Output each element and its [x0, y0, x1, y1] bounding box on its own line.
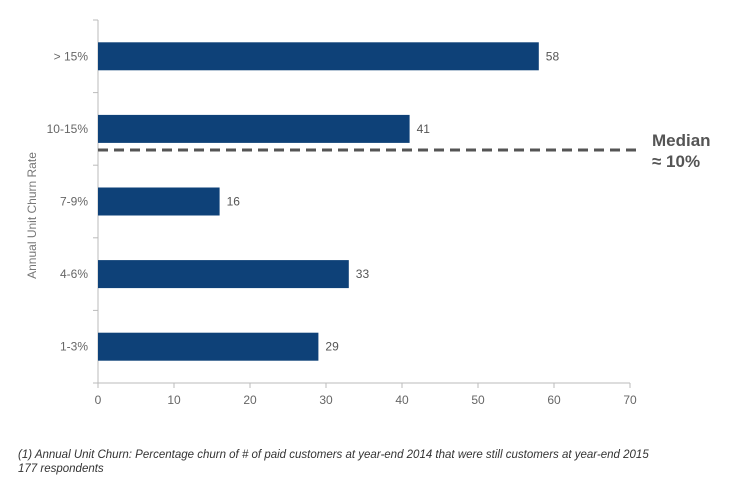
bar	[98, 260, 349, 289]
y-tick-label: 4-6%	[60, 267, 88, 281]
x-tick-label: 70	[623, 393, 637, 407]
bar	[98, 114, 410, 143]
median-annotation: Median ≈ 10%	[652, 130, 711, 172]
median-annotation-line2: ≈ 10%	[652, 152, 701, 171]
footnote: (1) Annual Unit Churn: Percentage churn …	[18, 448, 738, 476]
x-tick-label: 0	[95, 393, 102, 407]
x-tick-label: 10	[167, 393, 181, 407]
y-axis-label: Annual Unit Churn Rate	[25, 152, 39, 279]
bar-chart: 0 10 20 30 40 50 60 70 > 15% 58 10-15% 41 7-9% 16 4-6…	[25, 19, 637, 407]
bar	[98, 187, 220, 216]
footnote-line2: 177 respondents	[18, 463, 104, 475]
bar	[98, 42, 539, 71]
data-label: 41	[417, 122, 431, 136]
chart-axes: 0 10 20 30 40 50 60 70	[93, 19, 637, 407]
data-label: 58	[546, 49, 560, 63]
bar	[98, 332, 319, 361]
median-annotation-line1: Median	[652, 131, 711, 150]
data-label: 33	[356, 267, 370, 281]
chart-labels: > 15% 58 10-15% 41 7-9% 16 4-6% 33 1-3% 29	[47, 49, 560, 353]
chart-bars	[98, 42, 539, 361]
footnote-line1: (1) Annual Unit Churn: Percentage churn …	[18, 449, 649, 461]
y-tick-label: 1-3%	[60, 340, 88, 354]
y-tick-label: 7-9%	[60, 195, 88, 209]
y-tick-label: > 15%	[54, 49, 89, 63]
data-label: 29	[325, 340, 339, 354]
x-tick-label: 30	[319, 393, 333, 407]
x-tick-label: 60	[547, 393, 561, 407]
x-tick-label: 40	[395, 393, 409, 407]
x-tick-label: 50	[471, 393, 485, 407]
y-tick-label: 10-15%	[47, 122, 89, 136]
x-tick-label: 20	[243, 393, 257, 407]
data-label: 16	[227, 195, 241, 209]
